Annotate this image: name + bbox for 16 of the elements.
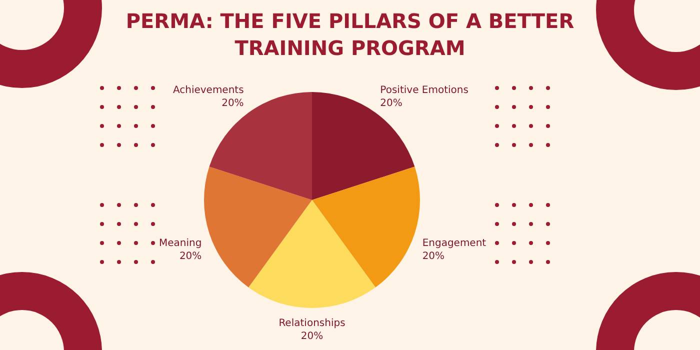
slice-label: Engagement	[422, 238, 486, 249]
pie-slice	[248, 200, 376, 308]
pie-slice	[312, 92, 415, 200]
slice-label: Relationships	[278, 318, 346, 329]
data-label: 20%	[422, 250, 445, 262]
data-label: 20%	[380, 98, 402, 110]
slice-label: Meaning	[158, 238, 202, 249]
chart-title: PERMA: THE FIVE PILLARS OF A BETTER TRAINING PROGRAM	[126, 9, 574, 60]
pie-slice	[312, 166, 420, 288]
slice-label: Positive Emotions	[380, 85, 468, 96]
data-label: 20%	[300, 331, 324, 342]
data-label: 20%	[179, 250, 202, 262]
slice-label: Achievements	[172, 85, 244, 96]
pie-slice	[204, 166, 312, 288]
pie-slice	[209, 92, 312, 200]
data-label: 20%	[222, 98, 244, 110]
